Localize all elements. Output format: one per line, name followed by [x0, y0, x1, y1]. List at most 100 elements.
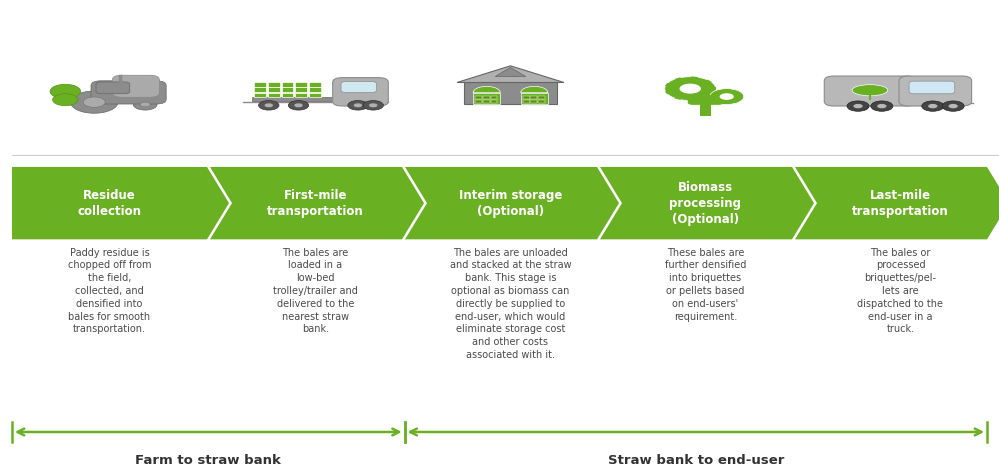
Ellipse shape	[852, 85, 888, 96]
Bar	[491, 99, 498, 103]
Bar	[255, 87, 266, 92]
Circle shape	[133, 99, 157, 110]
Bar	[690, 77, 698, 80]
Wedge shape	[520, 86, 547, 93]
FancyBboxPatch shape	[91, 81, 166, 104]
Circle shape	[83, 97, 105, 107]
Polygon shape	[457, 66, 564, 83]
Text: Farm to straw bank: Farm to straw bank	[135, 454, 282, 467]
FancyBboxPatch shape	[333, 78, 389, 106]
Bar	[538, 96, 544, 99]
Bar	[309, 87, 321, 92]
Text: Last-mile
transportation: Last-mile transportation	[852, 189, 949, 218]
Polygon shape	[405, 167, 619, 240]
Bar	[474, 93, 500, 104]
Bar	[282, 92, 294, 97]
Circle shape	[664, 77, 715, 100]
Circle shape	[719, 93, 734, 100]
Bar	[483, 99, 490, 103]
Text: Interim storage
(Optional): Interim storage (Optional)	[459, 189, 562, 218]
Bar	[282, 82, 294, 87]
Bar	[701, 95, 704, 98]
Bar	[309, 82, 321, 87]
Circle shape	[922, 101, 944, 111]
Bar	[530, 96, 537, 99]
Circle shape	[679, 84, 701, 94]
Circle shape	[948, 104, 958, 108]
Bar	[268, 87, 280, 92]
Circle shape	[369, 103, 378, 107]
Circle shape	[53, 94, 78, 106]
Circle shape	[140, 102, 150, 107]
FancyBboxPatch shape	[96, 82, 130, 94]
Bar	[483, 96, 490, 99]
Circle shape	[70, 91, 118, 113]
Text: These bales are
further densified
into briquettes
or pellets based
on end-users': These bales are further densified into b…	[664, 248, 746, 321]
Circle shape	[877, 104, 886, 108]
Bar	[476, 99, 483, 103]
Bar	[476, 96, 483, 99]
Bar	[268, 92, 280, 97]
Circle shape	[942, 101, 964, 111]
Bar	[520, 93, 547, 104]
Circle shape	[847, 101, 869, 111]
Bar	[664, 90, 673, 94]
Bar	[522, 96, 529, 99]
Bar	[664, 83, 673, 87]
Polygon shape	[496, 67, 525, 77]
Bar	[295, 92, 307, 97]
Polygon shape	[210, 167, 424, 240]
Polygon shape	[795, 167, 999, 240]
Circle shape	[259, 100, 279, 110]
Bar	[309, 92, 321, 97]
Bar	[295, 82, 307, 87]
Bar	[255, 82, 266, 87]
Text: Biomass
processing
(Optional): Biomass processing (Optional)	[669, 181, 741, 226]
Bar	[674, 78, 683, 82]
FancyBboxPatch shape	[824, 76, 916, 106]
Text: The bales are
loaded in a
low-bed
trolley/trailer and
delivered to the
nearest s: The bales are loaded in a low-bed trolle…	[273, 248, 358, 334]
Circle shape	[289, 100, 309, 110]
Circle shape	[265, 103, 273, 107]
Text: The bales or
processed
briquettes/pel-
lets are
dispatched to the
end-user in a
: The bales or processed briquettes/pel- l…	[857, 248, 943, 334]
Circle shape	[871, 101, 893, 111]
Bar	[255, 92, 266, 97]
Circle shape	[928, 104, 937, 108]
FancyBboxPatch shape	[899, 76, 972, 106]
Bar	[702, 80, 712, 84]
FancyBboxPatch shape	[112, 75, 160, 97]
Circle shape	[363, 100, 384, 110]
Bar	[522, 99, 529, 103]
Text: Straw bank to end-user: Straw bank to end-user	[607, 454, 784, 467]
Wedge shape	[474, 86, 500, 93]
FancyBboxPatch shape	[341, 82, 377, 92]
Circle shape	[709, 89, 743, 105]
Bar	[530, 99, 537, 103]
Bar	[538, 99, 544, 103]
Bar	[464, 83, 557, 104]
Bar	[709, 87, 716, 90]
Bar	[268, 82, 280, 87]
Circle shape	[354, 103, 363, 107]
Bar	[702, 93, 712, 98]
Text: The bales are unloaded
and stacked at the straw
bank. This stage is
optional as : The bales are unloaded and stacked at th…	[450, 248, 571, 360]
Polygon shape	[12, 167, 229, 240]
Text: First-mile
transportation: First-mile transportation	[267, 189, 364, 218]
Bar	[674, 96, 683, 100]
Polygon shape	[600, 167, 814, 240]
Circle shape	[295, 103, 303, 107]
Circle shape	[50, 84, 81, 99]
Text: Residue
collection: Residue collection	[78, 189, 142, 218]
Text: Paddy residue is
chopped off from
the field,
collected, and
densified into
bales: Paddy residue is chopped off from the fi…	[68, 248, 151, 334]
Bar	[252, 97, 341, 100]
Bar	[708, 95, 711, 98]
FancyBboxPatch shape	[687, 95, 723, 105]
Bar	[699, 103, 711, 116]
Circle shape	[853, 104, 863, 108]
Bar	[295, 87, 307, 92]
Bar	[491, 96, 498, 99]
Bar	[282, 87, 294, 92]
Circle shape	[348, 100, 368, 110]
Bar	[690, 97, 698, 101]
FancyBboxPatch shape	[909, 81, 955, 94]
